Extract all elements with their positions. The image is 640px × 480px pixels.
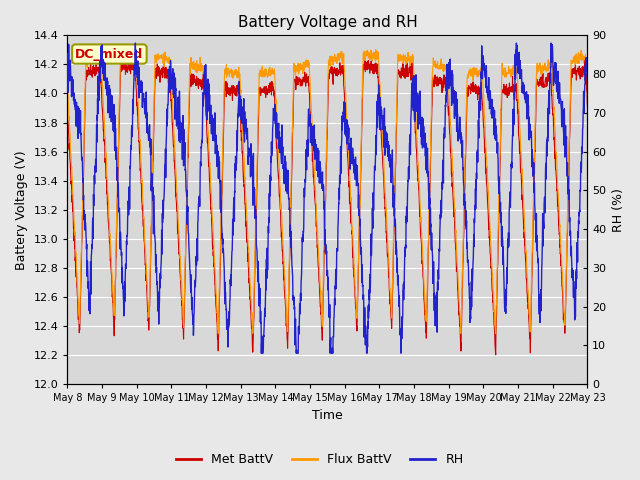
Title: Battery Voltage and RH: Battery Voltage and RH bbox=[237, 15, 417, 30]
Legend: Met BattV, Flux BattV, RH: Met BattV, Flux BattV, RH bbox=[172, 448, 468, 471]
X-axis label: Time: Time bbox=[312, 409, 343, 422]
Y-axis label: RH (%): RH (%) bbox=[612, 188, 625, 232]
Text: DC_mixed: DC_mixed bbox=[76, 48, 143, 60]
Y-axis label: Battery Voltage (V): Battery Voltage (V) bbox=[15, 150, 28, 270]
